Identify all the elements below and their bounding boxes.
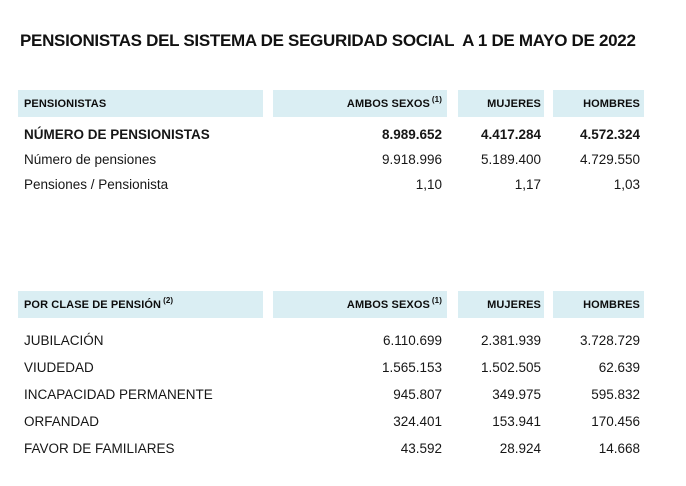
table-row-numero-de-pensiones: Número de pensiones 9.918.996 5.189.400 … [18,147,686,172]
table-row-viudedad: VIUDEDAD 1.565.153 1.502.505 62.639 [18,354,686,381]
value-mujeres: 2.381.939 [480,333,541,348]
row-label: Pensiones / Pensionista [24,177,169,192]
page-title: PENSIONISTAS DEL SISTEMA DE SEGURIDAD SO… [20,31,636,50]
row-label: Número de pensiones [24,152,157,167]
value-mujeres: 28.924 [499,441,541,456]
row-label: FAVOR DE FAMILIARES [24,441,175,456]
value-ambos-sexos: 324.401 [393,414,442,429]
row-label: NÚMERO DE PENSIONISTAS [24,127,210,142]
column-header-hombres: HOMBRES [553,90,644,117]
column-header-pensionistas: PENSIONISTAS [18,90,263,117]
value-ambos-sexos: 9.918.996 [381,152,442,167]
value-mujeres: 1,17 [514,177,541,192]
column-header-mujeres: MUJERES [458,90,544,117]
row-label: ORFANDAD [24,414,100,429]
row-label: JUBILACIÓN [24,333,104,348]
table-row-incapacidad-permanente: INCAPACIDAD PERMANENTE 945.807 349.975 5… [18,381,686,408]
value-hombres: 170.456 [591,414,640,429]
table-row-jubilacion: JUBILACIÓN 6.110.699 2.381.939 3.728.729 [18,327,686,354]
value-hombres: 62.639 [598,360,640,375]
table-row-orfandad: ORFANDAD 324.401 153.941 170.456 [18,408,686,435]
table-row-numero-de-pensionistas: NÚMERO DE PENSIONISTAS 8.989.652 4.417.2… [18,122,686,147]
column-header-hombres: HOMBRES [553,291,644,318]
value-mujeres: 4.417.284 [480,127,541,142]
value-mujeres: 153.941 [492,414,541,429]
column-header-por-clase-de-pension: POR CLASE DE PENSIÓN (2) [18,291,263,318]
por-clase-table-header-row: POR CLASE DE PENSIÓN (2) AMBOS SEXOS (1) M… [18,291,686,318]
value-ambos-sexos: 6.110.699 [382,333,442,348]
row-label: VIUDEDAD [24,360,94,375]
value-hombres: 3.728.729 [579,333,640,348]
value-hombres: 4.572.324 [579,127,640,142]
pensionistas-table: PENSIONISTAS AMBOS SEXOS (1) MUJERES HOMB… [18,90,686,197]
value-hombres: 1,03 [613,177,640,192]
column-header-ambos-sexos: AMBOS SEXOS (1) [273,90,447,117]
value-mujeres: 5.189.400 [480,152,541,167]
value-ambos-sexos: 1,10 [415,177,442,192]
value-ambos-sexos: 8.989.652 [381,127,442,142]
value-mujeres: 1.502.505 [480,360,541,375]
column-header-ambos-sexos: AMBOS SEXOS (1) [273,291,447,318]
footnote-marker: (1) [431,296,442,305]
pensionistas-table-body: NÚMERO DE PENSIONISTAS 8.989.652 4.417.2… [18,122,686,197]
table-row-favor-de-familiares: FAVOR DE FAMILIARES 43.592 28.924 14.668 [18,435,686,462]
value-ambos-sexos: 43.592 [400,441,442,456]
value-ambos-sexos: 1.565.153 [381,360,442,375]
value-hombres: 4.729.550 [579,152,640,167]
pensionistas-table-header-row: PENSIONISTAS AMBOS SEXOS (1) MUJERES HOMB… [18,90,686,117]
column-header-mujeres: MUJERES [458,291,544,318]
value-mujeres: 349.975 [492,387,541,402]
value-hombres: 14.668 [598,441,640,456]
value-hombres: 595.832 [591,387,640,402]
row-label: INCAPACIDAD PERMANENTE [24,387,213,402]
value-ambos-sexos: 945.807 [393,387,442,402]
table-row-pensiones-pensionista: Pensiones / Pensionista 1,10 1,17 1,03 [18,172,686,197]
por-clase-de-pension-table: POR CLASE DE PENSIÓN (2) AMBOS SEXOS (1) M… [18,291,686,462]
footnote-marker: (1) [431,95,442,104]
por-clase-table-body: JUBILACIÓN 6.110.699 2.381.939 3.728.729… [18,327,686,462]
footnote-marker: (2) [163,296,174,305]
